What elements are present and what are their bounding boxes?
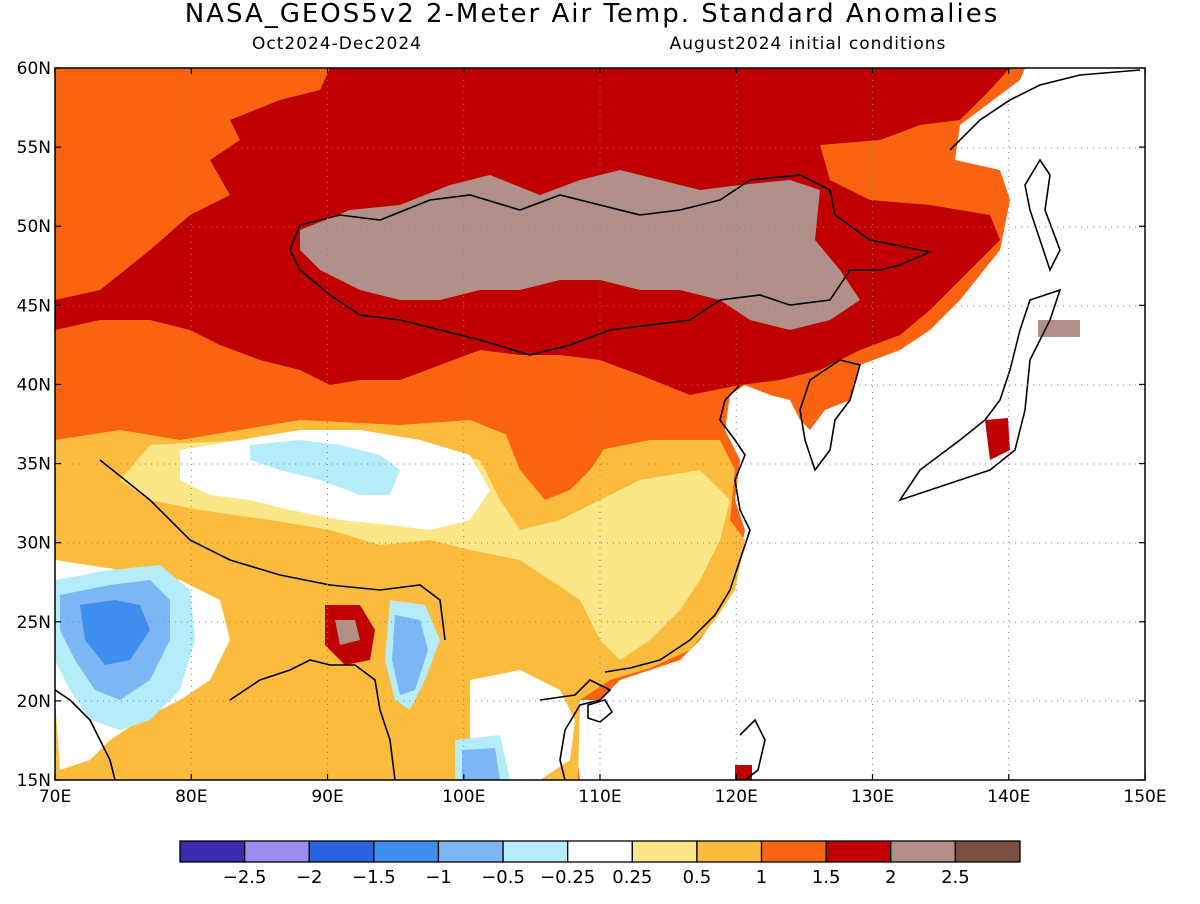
korea-coast [799,359,861,472]
coastlines-and-borders [55,69,1141,780]
hainan-coast [587,699,614,723]
colorbar-label: 0.5 [683,867,712,888]
japan-coast [898,288,1062,502]
land-anomaly-lightest-blue-plateau [250,440,400,495]
lat-tick-label: 40N [17,375,51,395]
colorbar-swatch [243,840,310,863]
land-anomaly-blue-india [80,600,150,665]
land-anomaly-brown-bangladesh [335,620,360,645]
bay-of-bengal-coast [229,659,396,780]
period-subtitle: Oct2024-Dec2024 [252,34,422,54]
lon-tick-label: 110E [578,787,621,807]
longitude-labels: 70E 80E 90E 100E 110E 120E 130E 140E 150E [39,787,1167,807]
map-title: NASA_GEOS5v2 2-Meter Air Temp. Standard … [185,0,1000,29]
lat-tick-label: 55N [17,138,51,158]
land-anomaly-orange-tongue [500,420,610,500]
colorbar-label: 0.25 [612,867,652,888]
lat-tick-label: 25N [17,613,51,633]
lon-tick-label: 120E [715,787,758,807]
taiwan-coast [739,718,766,780]
colorbar-swatch [567,840,633,863]
colorbar-swatch [308,840,375,863]
colorbar-label: 1 [756,867,767,888]
colorbar-swatch [890,840,957,863]
lat-tick-label: 60N [17,59,51,79]
colorbar-label: −1 [425,867,452,888]
indochina-coast [539,679,612,780]
lon-tick-label: 140E [987,787,1030,807]
colorbar-swatch [954,840,1021,863]
lat-tick-label: 15N [17,771,51,791]
colorbar-swatch [760,840,827,863]
india-coast [55,689,116,780]
colorbar-labels: −2.5 −2 −1.5 −1 −0.5 −0.25 0.25 0.5 1 1.5 2 2.5 [223,867,970,888]
mongolia-border [289,174,933,356]
lat-tick-label: 35N [17,455,51,475]
colorbar-label: 1.5 [812,867,841,888]
lon-tick-label: 80E [175,787,207,807]
lon-tick-label: 130E [851,787,894,807]
colorbar-label: 2 [885,867,896,888]
colorbar-label: −0.25 [540,867,595,888]
colorbar-swatch [631,840,698,863]
lon-tick-label: 70E [39,787,71,807]
colorbar-label: 2.5 [941,867,970,888]
map-plot-area [55,68,1145,780]
colorbar-swatch [502,840,569,863]
land-anomaly-red-taiwan [735,765,752,780]
lon-tick-label: 100E [442,787,485,807]
china-east-coast [604,384,751,673]
lon-tick-label: 150E [1123,787,1166,807]
colorbar-swatch [373,840,440,863]
lat-tick-label: 20N [17,692,51,712]
axis-ticks [54,67,1146,781]
sakhalin-coast [1024,158,1061,273]
lat-tick-label: 50N [17,217,51,237]
lat-tick-label: 30N [17,534,51,554]
colorbar [179,840,1021,863]
colorbar-swatch [179,840,246,863]
lon-tick-label: 90E [311,787,343,807]
initial-conditions-subtitle: August2024 initial conditions [670,34,947,54]
colorbar-label: −2.5 [223,867,267,888]
himalaya-border [99,459,446,641]
russia-pacific-coast [949,69,1141,151]
colorbar-swatch [825,840,892,863]
colorbar-swatch [437,840,504,863]
colorbar-label: −1.5 [352,867,396,888]
colorbar-label: −2 [296,867,323,888]
colorbar-label: −0.5 [481,867,525,888]
lat-tick-label: 45N [17,296,51,316]
land-anomaly-brown-kuril [1038,320,1080,337]
land-anomaly-light-blue-myanmar [392,615,428,695]
colorbar-swatch [696,840,763,863]
land-anomaly-red-japan [985,418,1010,460]
land-anomaly-brown [300,170,860,330]
latitude-labels: 15N 20N 25N 30N 35N 40N 45N 50N 55N 60N [17,59,51,791]
land-anomaly-light-blue-indochina [462,748,500,780]
